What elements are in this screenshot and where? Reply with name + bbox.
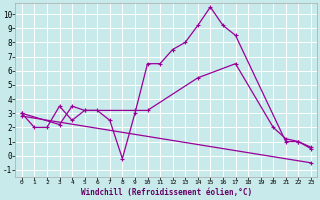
X-axis label: Windchill (Refroidissement éolien,°C): Windchill (Refroidissement éolien,°C): [81, 188, 252, 197]
